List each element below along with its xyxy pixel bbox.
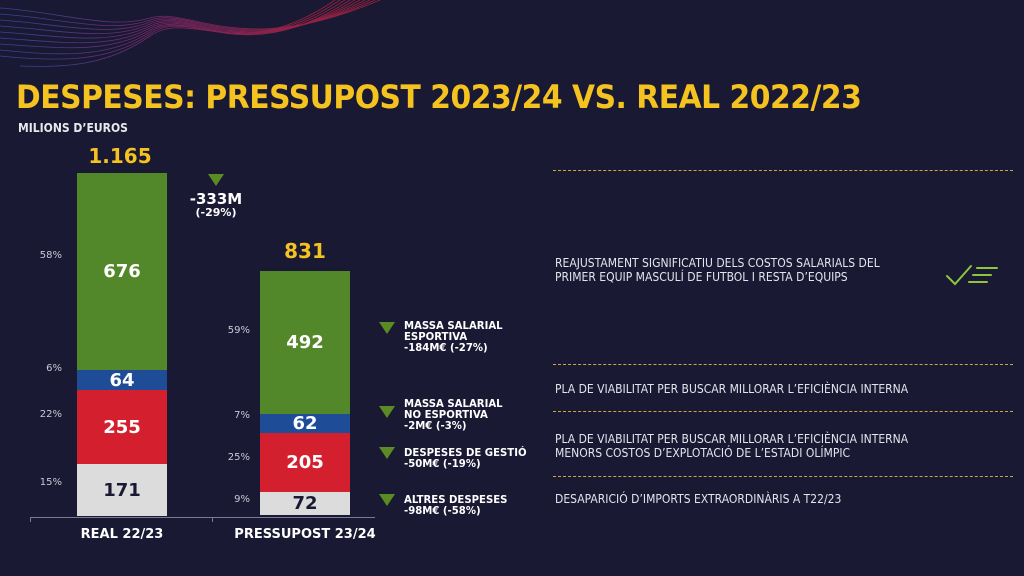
explanation-3: PLA DE VIABILITAT PER BUSCAR MILLORAR L’… — [555, 432, 909, 460]
segment-value: 205 — [286, 452, 324, 473]
pct-label: 25% — [227, 452, 250, 463]
segment-value: 64 — [109, 369, 135, 391]
segment-massa-salarial-no-esportiva: 62 — [260, 413, 350, 434]
explanation-1: REAJUSTAMENT SIGNIFICATIU DELS COSTOS SA… — [555, 256, 880, 284]
unit-label: MILIONS D’EUROS — [18, 121, 128, 135]
pct-label: 58% — [39, 250, 62, 261]
divider — [553, 476, 1013, 477]
change-massa-salarial-no-esportiva: MASSA SALARIAL NO ESPORTIVA -2M€ (-3%) — [404, 397, 503, 432]
segment-value: 72 — [292, 493, 318, 514]
segment-value: 492 — [286, 332, 324, 353]
decorative-wave-lines — [0, 0, 381, 67]
pct-label: 6% — [46, 363, 62, 374]
segment-despeses-de-gestio: 205 — [260, 433, 350, 492]
decrease-triangle-icon — [379, 322, 395, 334]
segment-massa-salarial-esportiva: 676 — [77, 173, 167, 370]
change-altres-despeses: ALTRES DESPESES -98M€ (-58%) — [404, 493, 508, 517]
segment-value: 676 — [103, 261, 141, 282]
total-change-pct: (-29%) — [195, 206, 237, 219]
segment-value: 171 — [103, 479, 141, 501]
checklist-icon — [946, 265, 998, 286]
total-change-value: -333M — [189, 190, 243, 208]
bar-total-pressupost: 831 — [284, 239, 326, 263]
x-axis — [30, 517, 375, 518]
x-label-pressupost: PRESSUPOST 23/24 — [234, 527, 376, 542]
segment-massa-salarial-no-esportiva: 64 — [77, 369, 167, 391]
axis-tick — [212, 517, 213, 522]
decrease-triangle-icon — [208, 174, 224, 186]
bar-pressupost-23-24: 492 62 205 72 — [260, 271, 350, 515]
segment-despeses-de-gestio: 255 — [77, 390, 167, 464]
decrease-triangle-icon — [379, 494, 395, 506]
segment-massa-salarial-esportiva: 492 — [260, 271, 350, 414]
axis-tick — [30, 517, 31, 522]
change-despeses-de-gestio: DESPESES DE GESTIÓ -50M€ (-19%) — [404, 446, 527, 470]
x-label-real: REAL 22/23 — [80, 527, 164, 542]
divider — [553, 170, 1013, 171]
divider — [553, 411, 1013, 412]
pct-label: 9% — [234, 494, 250, 505]
explanation-4: DESAPARICIÓ D’IMPORTS EXTRAORDINÀRIS A T… — [555, 492, 842, 506]
pct-label: 7% — [234, 410, 250, 421]
decrease-triangle-icon — [379, 406, 395, 418]
pct-label: 59% — [227, 325, 250, 336]
segment-altres-despeses: 171 — [77, 464, 167, 516]
decrease-triangle-icon — [379, 447, 395, 459]
pct-label: 15% — [39, 477, 62, 488]
divider — [553, 364, 1013, 365]
change-massa-salarial-esportiva: MASSA SALARIAL ESPORTIVA -184M€ (-27%) — [404, 319, 503, 354]
segment-value: 255 — [103, 416, 141, 438]
bar-total-real: 1.165 — [88, 144, 152, 168]
bar-real-22-23: 676 64 255 171 — [77, 173, 167, 516]
total-change: -333M (-29%) — [186, 192, 246, 219]
segment-value: 62 — [292, 413, 318, 434]
segment-altres-despeses: 72 — [260, 492, 350, 515]
page-title: DESPESES: PRESSUPOST 2023/24 VS. REAL 20… — [16, 78, 862, 116]
pct-label: 22% — [39, 409, 62, 420]
explanation-2: PLA DE VIABILITAT PER BUSCAR MILLORAR L’… — [555, 382, 909, 396]
